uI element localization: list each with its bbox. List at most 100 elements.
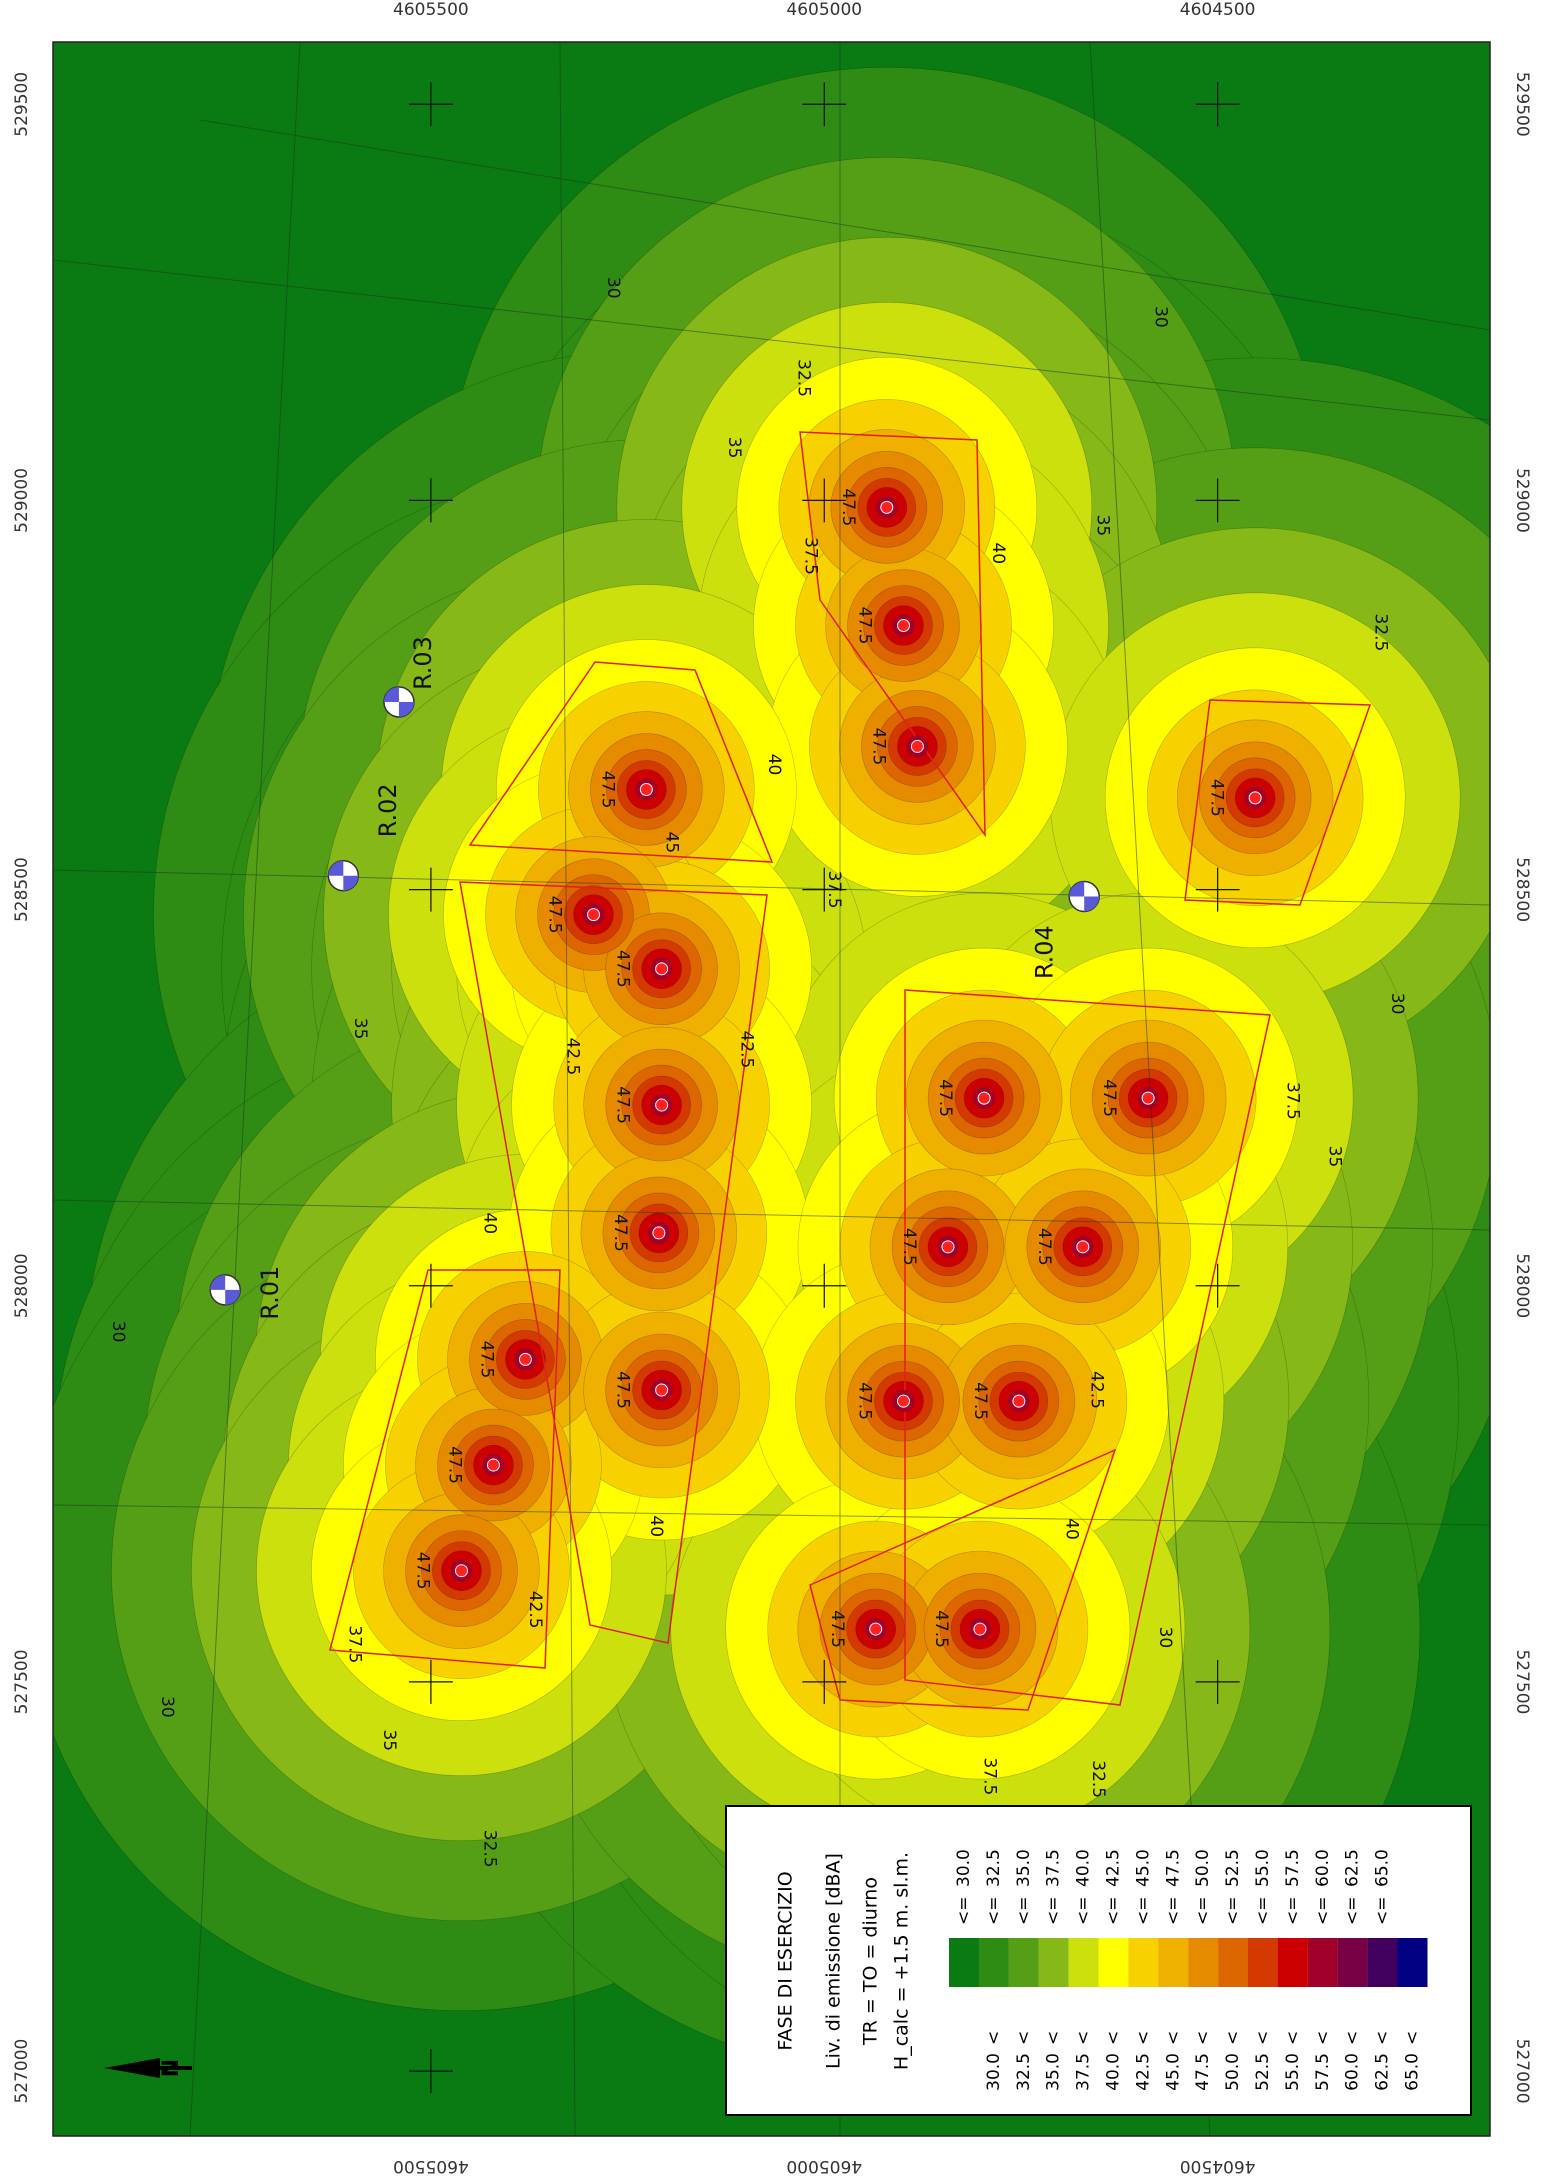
roads: [53, 42, 1490, 2136]
left-label: 527000: [12, 2039, 32, 2104]
left-label: 528500: [12, 857, 32, 922]
legend-le: <=: [1014, 1897, 1034, 1926]
legend-lower: 40.0: [1104, 2053, 1124, 2091]
contour-label: 35: [1092, 515, 1112, 537]
legend-swatch: [1277, 1938, 1308, 1987]
legend-upper: 57.5: [1283, 1849, 1303, 1887]
legend-lower: 30.0: [984, 2053, 1004, 2091]
source-dot: [486, 1458, 500, 1472]
source-dot: [655, 1098, 669, 1112]
contour-label: 47.5: [970, 1382, 990, 1420]
right-label: 529000: [1512, 468, 1532, 533]
legend-swatch: [1248, 1938, 1278, 1987]
contour-label: 47.5: [838, 488, 858, 526]
legend-upper: 42.5: [1104, 1849, 1124, 1887]
legend-swatch: [1128, 1938, 1159, 1987]
axes: 4605500 4605500 4605000 4605000 4604500 46045…: [12, 0, 1532, 2176]
contour-label: 30: [157, 1696, 177, 1718]
legend-line: Liv. di emissione [dBA]: [823, 1853, 845, 2069]
bottom-label: 4605500: [393, 2156, 469, 2176]
receptor-label: R.03: [409, 636, 437, 690]
legend-lt: <: [1283, 2031, 1303, 2045]
source-dot: [652, 1226, 666, 1240]
sources: [450, 496, 1267, 1641]
contour-label: 47.5: [545, 896, 565, 934]
legend-le: <=: [1193, 1897, 1213, 1926]
source-dot: [587, 908, 601, 922]
legend-swatch: [1218, 1938, 1249, 1987]
legend-lt: <: [1074, 2031, 1094, 2045]
source-dot: [869, 1622, 883, 1636]
source-dot: [977, 1091, 991, 1105]
legend-le: <=: [1313, 1897, 1333, 1926]
legend-le: <=: [1343, 1897, 1363, 1926]
receptor-icon: [383, 686, 414, 717]
legend-lower: 32.5: [1014, 2053, 1034, 2091]
contour-label: 47.5: [597, 771, 617, 809]
contour-label: 30: [1155, 1627, 1175, 1649]
source-dot: [518, 1352, 532, 1366]
bottom-label: 4604500: [1180, 2156, 1256, 2176]
left-label: 527500: [12, 1649, 32, 1714]
north-label: N: [159, 2059, 184, 2077]
legend-le: <=: [954, 1897, 974, 1926]
legend-upper: 52.5: [1223, 1849, 1243, 1887]
legend-lower: 45.0: [1163, 2053, 1183, 2091]
legend-upper: 37.5: [1044, 1849, 1064, 1887]
legend-lt: <: [1403, 2031, 1423, 2045]
legend-lower: 65.0: [1403, 2053, 1423, 2091]
right-label: 527500: [1512, 1649, 1532, 1714]
receptor-icon: [1069, 881, 1100, 912]
contour-label: 47.5: [935, 1079, 955, 1117]
legend-swatch: [949, 1938, 979, 1987]
legend-lt: <: [1193, 2031, 1213, 2045]
receptors: R.01 R.02 R.03 R.04: [209, 636, 1100, 1320]
legend-lt: <: [1343, 2031, 1363, 2045]
source-dot: [454, 1564, 468, 1578]
legend-lower: 57.5: [1313, 2053, 1333, 2091]
project-areas: [329, 431, 1372, 1711]
receptor-label: R.02: [374, 783, 402, 837]
legend-swatch: [1158, 1938, 1189, 1987]
legend-lt: <: [1104, 2031, 1124, 2045]
contour-label: 40: [988, 542, 1008, 564]
legend-lower: 55.0: [1283, 2053, 1303, 2091]
source-dot: [1248, 791, 1262, 805]
contour-label: 37.5: [824, 871, 844, 909]
legend-upper: 45.0: [1133, 1849, 1153, 1887]
receptor-label: R.01: [256, 1266, 284, 1320]
legend-le: <=: [1133, 1897, 1153, 1926]
legend-lt: <: [1253, 2031, 1273, 2045]
contour-label: 45: [661, 832, 681, 854]
legend-lower: 52.5: [1253, 2053, 1273, 2091]
contour-label: 47.5: [610, 1214, 630, 1252]
contour-label: 30: [1387, 993, 1407, 1015]
contour-label: 30: [108, 1321, 128, 1343]
contour-label: 35: [724, 437, 744, 459]
source-dot: [910, 739, 924, 753]
contour-label: 37.5: [1283, 1082, 1303, 1120]
source-dot: [639, 783, 653, 797]
contour-label: 32.5: [1370, 614, 1390, 652]
contour-label: 35: [350, 1018, 370, 1040]
contour-label: 47.5: [477, 1340, 497, 1378]
legend-upper: 62.5: [1343, 1849, 1363, 1887]
legend-le: <=: [1283, 1897, 1303, 1926]
contour-labels: 30 30 32.5 35 35 40 37.5 40 45 37.5 32.5 42.5 42.5 35…: [108, 277, 1407, 1868]
contour-label: 47.5: [868, 728, 888, 766]
legend-lt: <: [1223, 2031, 1243, 2045]
legend-lower: 62.5: [1373, 2053, 1393, 2091]
legend-swatch: [1008, 1938, 1039, 1987]
receptor-icon: [210, 1274, 241, 1305]
legend-swatch: [1038, 1938, 1069, 1987]
legend-le: <=: [1044, 1897, 1064, 1926]
legend-swatch: [1397, 1938, 1428, 1987]
contour-label: 47.5: [613, 950, 633, 988]
legend-le: <=: [984, 1897, 1004, 1926]
contour-label: 42.5: [1087, 1371, 1107, 1409]
legend-swatch: [1337, 1938, 1368, 1987]
source-dot: [1141, 1091, 1155, 1105]
legend-swatch: [1307, 1938, 1338, 1987]
source-dot: [1076, 1240, 1090, 1254]
